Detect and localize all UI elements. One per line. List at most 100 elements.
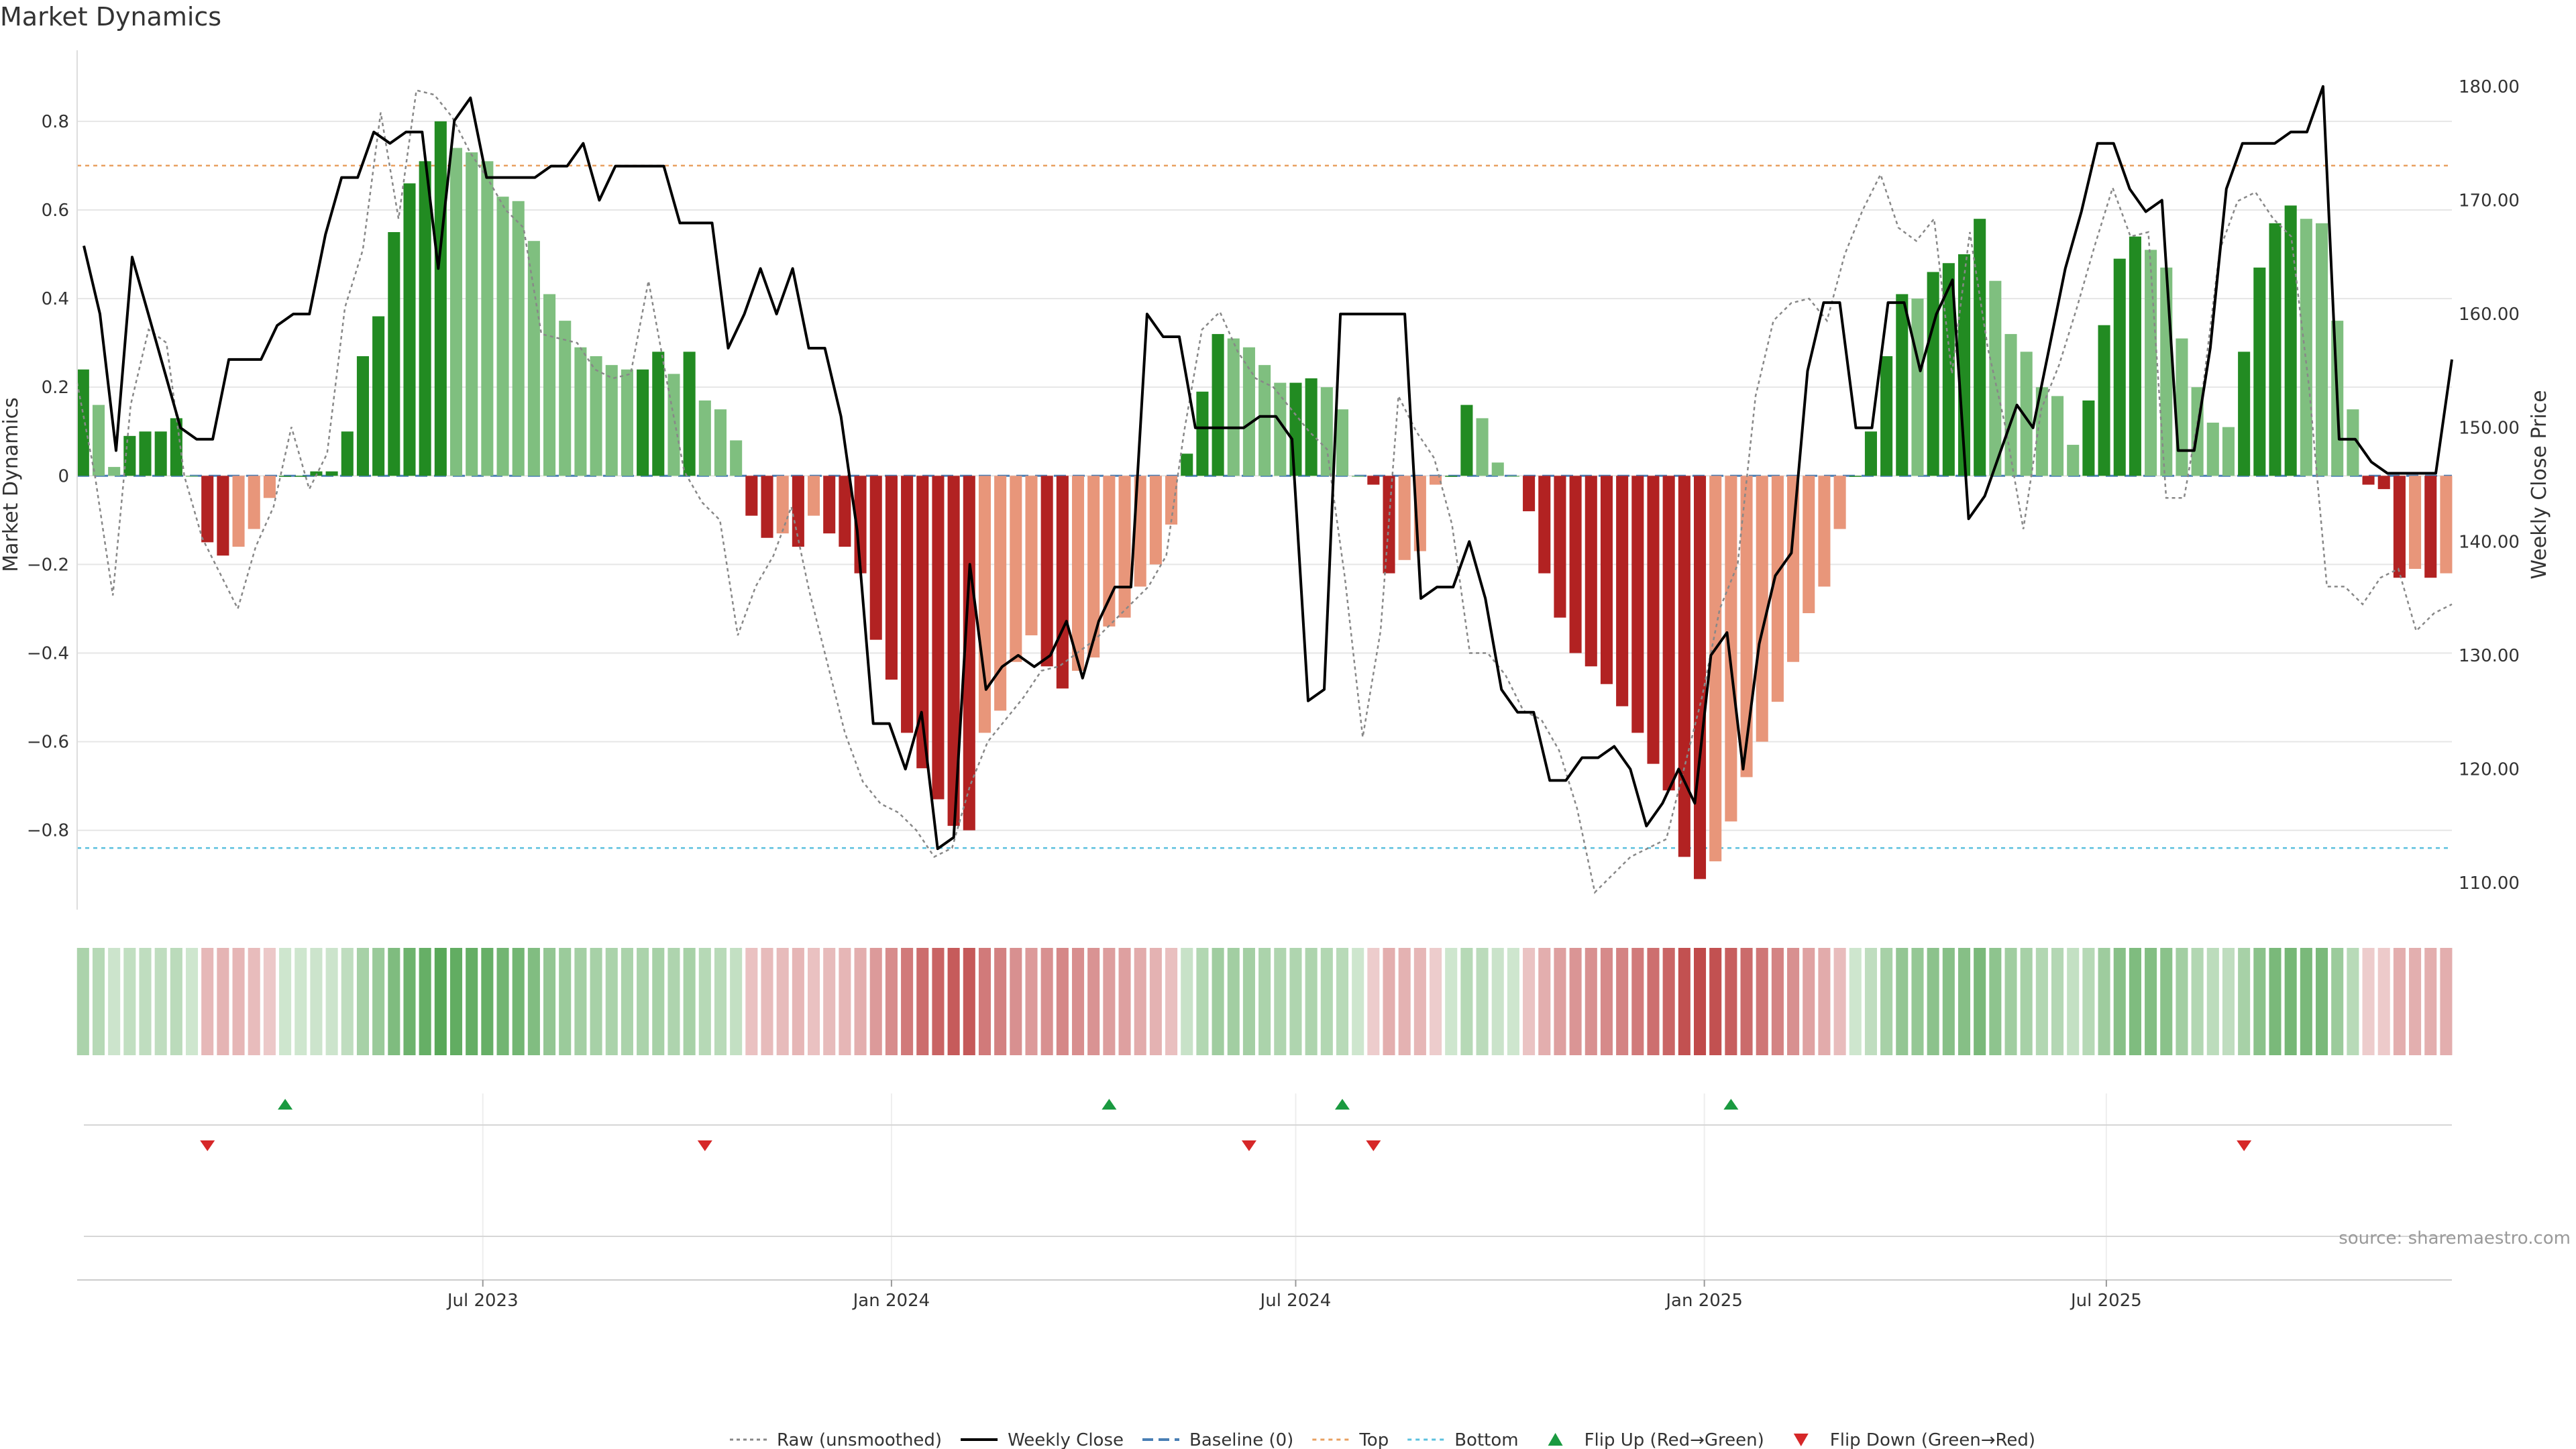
strip-cell (1258, 948, 1271, 1055)
dynamics-bar (932, 476, 945, 800)
dynamics-bar (108, 467, 121, 476)
dynamics-bar (1647, 476, 1660, 764)
strip-cell (869, 948, 882, 1055)
dynamics-bar (1864, 431, 1877, 476)
strip-cell (356, 948, 369, 1055)
strip-cell (978, 948, 991, 1055)
strip-cell (419, 948, 431, 1055)
dynamics-bar (263, 476, 276, 498)
strip-cell (1476, 948, 1489, 1055)
dynamics-bar (730, 440, 743, 476)
axes: 0.8 0.6 0.4 0.2 0 −0.2 −0.4 −0.6 −0.8 180.00 170.0… (0, 50, 2551, 910)
strip-cell (807, 948, 820, 1055)
strip-cell (2191, 948, 2204, 1055)
dynamics-bar (201, 476, 214, 543)
strip-cell (372, 948, 385, 1055)
strip-cell (1227, 948, 1240, 1055)
strip-cell (1942, 948, 1955, 1055)
strip-cell (683, 948, 696, 1055)
strip-cell (170, 948, 182, 1055)
strip-cell (1864, 948, 1877, 1055)
strip-cell (1974, 948, 1986, 1055)
dynamics-bar (1896, 294, 1909, 476)
dynamics-bar (512, 201, 525, 476)
legend-item-bottom: Bottom (1407, 1430, 1519, 1449)
dynamics-bar (2176, 338, 2188, 476)
flip-down-marker (2237, 1140, 2252, 1151)
strip-cell (2113, 948, 2126, 1055)
strip-cell (1787, 948, 1800, 1055)
strip-cell (1413, 948, 1426, 1055)
strip-cell (1305, 948, 1318, 1055)
strip-cell (185, 948, 199, 1055)
dynamics-bar (2362, 476, 2375, 485)
dynamics-bar (590, 356, 602, 476)
dynamics-bar (823, 476, 836, 534)
dynamics-bar (1787, 476, 1800, 662)
strip-cell (1491, 948, 1504, 1055)
x-axis: Jul 2023 Jan 2024 Jul 2024 Jan 2025 Jul 2025 (77, 1279, 2452, 1311)
legend-label: Weekly Close (1008, 1430, 1124, 1449)
left-tick-label: 0.4 (42, 289, 69, 309)
dynamics-bar (2347, 409, 2359, 476)
dynamics-bar (1818, 476, 1831, 587)
dynamics-bar (2129, 236, 2141, 476)
strip-cell (2377, 948, 2390, 1055)
strip-cell (1896, 948, 1909, 1055)
flip-up-marker (1102, 1099, 1117, 1110)
strip-cell (2362, 948, 2375, 1055)
strip-cell (2020, 948, 2033, 1055)
strip-cell (1600, 948, 1613, 1055)
strip-cell (637, 948, 649, 1055)
dynamics-bar (1662, 476, 1675, 791)
legend-label: Baseline (0) (1189, 1430, 1293, 1449)
dynamics-bar (1040, 476, 1053, 667)
strip-cell (108, 948, 121, 1055)
strip-cell (154, 948, 167, 1055)
strip-cell (201, 948, 214, 1055)
strip-cell (2129, 948, 2141, 1055)
strip-cell (590, 948, 602, 1055)
dynamics-bar (1849, 476, 1862, 477)
dynamics-bar (714, 409, 727, 476)
strip-cell (2051, 948, 2064, 1055)
strip-cell (1025, 948, 1038, 1055)
dynamics-bar (807, 476, 820, 516)
dynamics-bar (2067, 445, 2080, 476)
right-tick-label: 120.00 (2459, 759, 2520, 780)
strip-cell (1010, 948, 1022, 1055)
dynamics-bar (1585, 476, 1597, 667)
strip-cell (279, 948, 292, 1055)
strip-cell (1709, 948, 1722, 1055)
strip-cell (2315, 948, 2328, 1055)
dynamics-bar (1554, 476, 1566, 618)
strip-cell (901, 948, 914, 1055)
left-axis-label: Market Dynamics (0, 397, 23, 572)
strip-cell (1196, 948, 1209, 1055)
dynamics-bar (1087, 476, 1100, 658)
strip-cell (1678, 948, 1690, 1055)
strip-cell (1833, 948, 1846, 1055)
strip-cell (1040, 948, 1053, 1055)
dynamics-bar (1274, 382, 1287, 476)
dynamics-bar (248, 476, 260, 529)
dynamics-bar (1678, 476, 1690, 857)
strip-cell (1569, 948, 1582, 1055)
right-tick-label: 140.00 (2459, 532, 2520, 552)
strip-cell (1320, 948, 1333, 1055)
dynamics-bar (2113, 258, 2126, 476)
dynamics-bar (947, 476, 960, 826)
flip-down-marker (697, 1140, 712, 1151)
flip-down-marker (200, 1140, 215, 1151)
legend-label: Flip Down (Green→Red) (1830, 1430, 2035, 1449)
strip-cell (761, 948, 773, 1055)
strip-cell (605, 948, 618, 1055)
dynamics-bar (963, 476, 975, 830)
dynamics-bar (1756, 476, 1768, 742)
dynamics-bar (1523, 476, 1536, 512)
dynamics-bar (1398, 476, 1411, 560)
strip-cell (403, 948, 416, 1055)
strip-cell (2409, 948, 2422, 1055)
strip-cell (2269, 948, 2282, 1055)
reference-lines (77, 164, 2452, 849)
